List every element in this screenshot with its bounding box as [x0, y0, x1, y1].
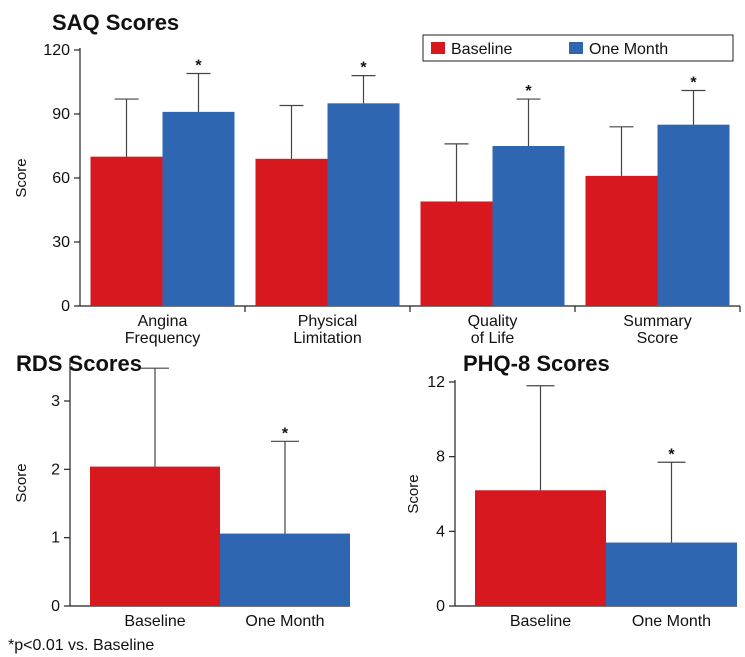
chart-title: RDS Scores — [16, 351, 142, 376]
legend-label: One Month — [589, 41, 668, 58]
bar-baseline — [256, 159, 328, 306]
bar-one-month — [658, 125, 730, 306]
x-tick-label: One Month — [632, 613, 711, 630]
x-tick-label: Score — [637, 330, 679, 347]
charts-svg: SAQ ScoresScore0306090120*AnginaFrequenc… — [0, 0, 745, 640]
bar-baseline — [91, 157, 163, 306]
bar-baseline — [90, 467, 220, 606]
chart-1: RDS Scores Score 0 1 2 3 Baseline * One Month — [13, 351, 350, 630]
legend: Baseline One Month — [423, 35, 733, 61]
chart-2: PHQ-8 Scores Score 0 4 8 12 Baseline * One Month — [405, 351, 737, 630]
y-axis-label: Score — [405, 474, 422, 513]
y-tick-label: 8 — [436, 449, 445, 466]
y-tick-label: 60 — [52, 170, 70, 187]
y-tick-label: 0 — [61, 298, 70, 315]
bar-one-month — [493, 146, 565, 306]
chart-title: SAQ Scores — [52, 10, 179, 35]
legend-label: Baseline — [451, 41, 512, 58]
bar-one-month — [220, 534, 350, 606]
x-tick-label: One Month — [245, 613, 324, 630]
y-tick-label: 1 — [51, 530, 60, 547]
y-axis-label: Score — [13, 463, 30, 502]
y-tick-label: 0 — [51, 598, 60, 615]
y-tick-label: 12 — [427, 374, 445, 391]
chart-title: PHQ-8 Scores — [463, 351, 610, 376]
significance-marker: * — [668, 446, 675, 463]
significance-marker: * — [195, 57, 202, 74]
y-tick-label: 120 — [43, 42, 70, 59]
significance-marker: * — [690, 75, 697, 92]
y-tick-label: 3 — [51, 393, 60, 410]
bar-baseline — [586, 176, 658, 306]
x-tick-label: Physical — [298, 313, 358, 330]
x-tick-label: Baseline — [124, 613, 185, 630]
bar-baseline — [421, 201, 493, 306]
x-tick-label: Baseline — [510, 613, 571, 630]
significance-marker: * — [525, 83, 532, 100]
x-tick-label: Summary — [623, 313, 691, 330]
y-tick-label: 0 — [436, 598, 445, 615]
y-tick-label: 30 — [52, 234, 70, 251]
y-tick-label: 4 — [436, 523, 445, 540]
bar-baseline — [475, 490, 606, 606]
x-tick-label: Angina — [138, 313, 188, 330]
bar-one-month — [606, 543, 737, 606]
y-axis-label: Score — [13, 158, 30, 197]
chart-0: SAQ Scores Score 0 30 60 90 120 * AnginaFrequenc… — [13, 10, 740, 347]
legend-swatch — [569, 42, 583, 54]
y-tick-label: 90 — [52, 106, 70, 123]
x-tick-label: Frequency — [125, 330, 201, 347]
significance-marker: * — [282, 425, 289, 442]
x-tick-label: Limitation — [293, 330, 361, 347]
footnote: *p<0.01 vs. Baseline — [8, 637, 154, 655]
bar-one-month — [163, 112, 235, 306]
legend-swatch — [431, 42, 445, 54]
significance-marker: * — [360, 60, 367, 77]
y-tick-label: 2 — [51, 461, 60, 478]
x-tick-label: Quality — [468, 313, 518, 330]
bar-one-month — [328, 103, 400, 306]
x-tick-label: of Life — [471, 330, 515, 347]
